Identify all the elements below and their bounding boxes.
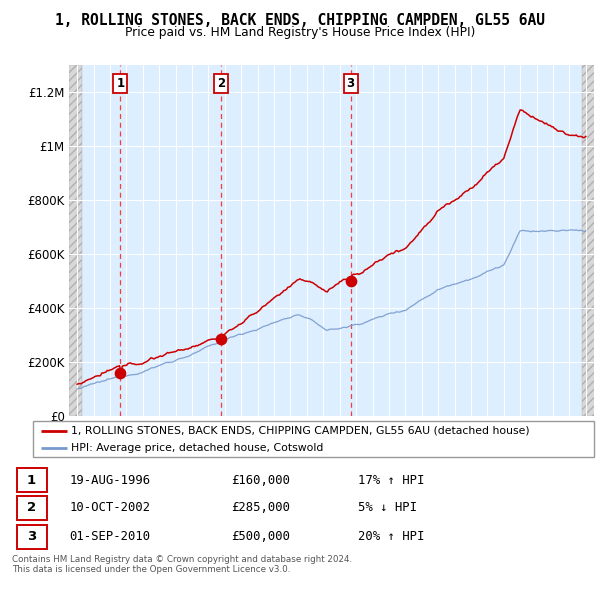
FancyBboxPatch shape: [17, 525, 47, 549]
Point: [346, 276, 355, 286]
Text: 17% ↑ HPI: 17% ↑ HPI: [358, 474, 424, 487]
Text: 2: 2: [217, 77, 226, 90]
Text: Price paid vs. HM Land Registry's House Price Index (HPI): Price paid vs. HM Land Registry's House …: [125, 26, 475, 39]
Text: 1, ROLLING STONES, BACK ENDS, CHIPPING CAMPDEN, GL55 6AU (detached house): 1, ROLLING STONES, BACK ENDS, CHIPPING C…: [71, 426, 530, 436]
Text: £160,000: £160,000: [231, 474, 290, 487]
Text: 5% ↓ HPI: 5% ↓ HPI: [358, 502, 416, 514]
Text: 2: 2: [27, 502, 36, 514]
Text: 1: 1: [116, 77, 124, 90]
Text: Contains HM Land Registry data © Crown copyright and database right 2024.
This d: Contains HM Land Registry data © Crown c…: [12, 555, 352, 574]
Text: 01-SEP-2010: 01-SEP-2010: [70, 530, 151, 543]
Text: 10-OCT-2002: 10-OCT-2002: [70, 502, 151, 514]
Text: 3: 3: [347, 77, 355, 90]
FancyBboxPatch shape: [17, 468, 47, 492]
Text: £500,000: £500,000: [231, 530, 290, 543]
Text: £285,000: £285,000: [231, 502, 290, 514]
Bar: [69, 65, 82, 416]
Text: 19-AUG-1996: 19-AUG-1996: [70, 474, 151, 487]
Text: 20% ↑ HPI: 20% ↑ HPI: [358, 530, 424, 543]
Text: 1: 1: [27, 474, 36, 487]
Point: [217, 335, 226, 344]
FancyBboxPatch shape: [17, 496, 47, 520]
Bar: [581, 65, 596, 416]
Text: HPI: Average price, detached house, Cotswold: HPI: Average price, detached house, Cots…: [71, 443, 323, 453]
Text: 1, ROLLING STONES, BACK ENDS, CHIPPING CAMPDEN, GL55 6AU: 1, ROLLING STONES, BACK ENDS, CHIPPING C…: [55, 13, 545, 28]
FancyBboxPatch shape: [33, 421, 594, 457]
Point: [116, 368, 125, 378]
Text: 3: 3: [27, 530, 36, 543]
